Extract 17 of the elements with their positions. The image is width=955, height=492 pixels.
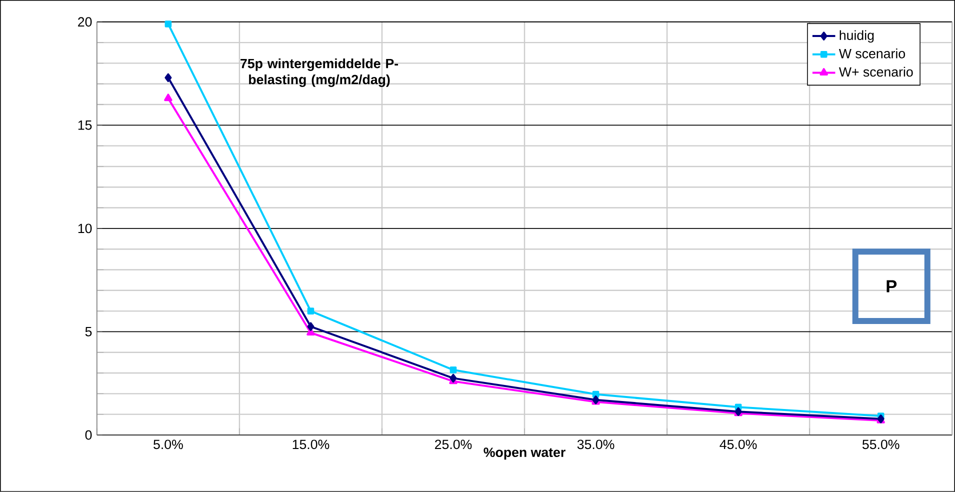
x-axis-title: %open water	[484, 448, 566, 460]
annotation: P	[886, 280, 897, 292]
x-tick-label: 25.0%	[435, 440, 472, 450]
x-tick-label: 5.0%	[154, 440, 183, 450]
x-tick-label: 55.0%	[862, 440, 900, 450]
text: 75p wintergemiddelde P-belasting (mg/m2/dag)	[240, 58, 398, 87]
legend-label: W+ scenario	[838, 66, 913, 77]
y-tick-label: 0	[85, 430, 92, 440]
x-tick-label: 35.0%	[577, 440, 614, 450]
y-tick-label: 15	[78, 120, 92, 130]
legend-label: huidig	[840, 30, 874, 43]
y-tick-label: 5	[85, 327, 92, 336]
x-tick-label: 15.0%	[292, 440, 330, 450]
legend-label: W scenario	[838, 48, 906, 58]
y-tick-label: 10	[78, 224, 92, 234]
y-tick-label: 20	[78, 17, 92, 27]
x-tick-label: 45.0%	[720, 440, 757, 450]
